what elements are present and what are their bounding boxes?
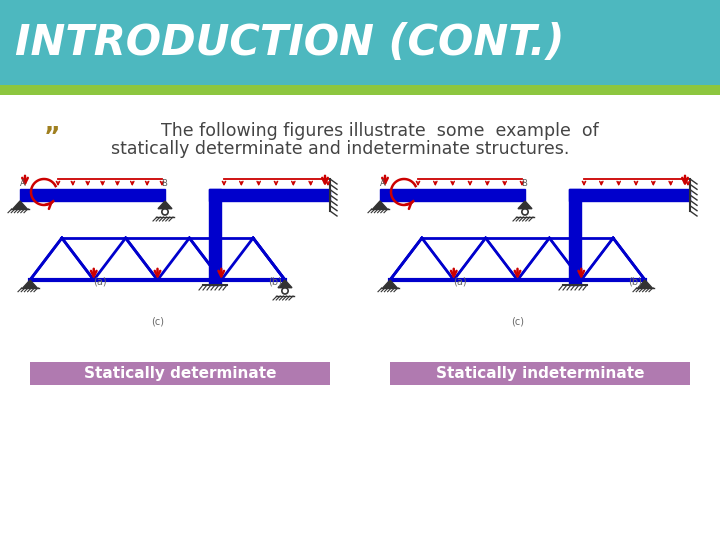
Text: Statically determinate: Statically determinate [84, 366, 276, 381]
Text: B: B [161, 179, 167, 188]
Text: (a): (a) [453, 277, 467, 287]
Text: (c): (c) [511, 317, 524, 327]
Bar [30, 362, 330, 385]
Polygon shape [569, 189, 690, 201]
Text: (a): (a) [93, 277, 107, 287]
Text: INTRODUCTION (CONT.): INTRODUCTION (CONT.) [15, 22, 564, 64]
Text: (b): (b) [268, 277, 282, 287]
Polygon shape [373, 201, 387, 208]
Bar [0, 0, 720, 85]
Polygon shape [20, 189, 165, 201]
Polygon shape [569, 189, 581, 285]
Polygon shape [518, 201, 532, 208]
Bar [0, 85, 720, 95]
Polygon shape [278, 280, 292, 288]
Text: B: B [521, 179, 527, 188]
Polygon shape [638, 280, 652, 288]
Polygon shape [209, 189, 330, 201]
Text: (c): (c) [151, 317, 164, 327]
Polygon shape [23, 280, 37, 288]
Text: A: A [20, 179, 26, 188]
Polygon shape [209, 189, 221, 285]
Text: ”: ” [44, 125, 60, 149]
Text: statically determinate and indeterminate structures.: statically determinate and indeterminate… [111, 140, 570, 158]
Text: The following figures illustrate  some  example  of: The following figures illustrate some ex… [161, 122, 599, 140]
Polygon shape [158, 201, 172, 208]
Text: A: A [380, 179, 386, 188]
Polygon shape [13, 201, 27, 208]
Bar [390, 362, 690, 385]
Polygon shape [380, 189, 525, 201]
Text: (b): (b) [628, 277, 642, 287]
Text: Statically indeterminate: Statically indeterminate [436, 366, 644, 381]
Polygon shape [383, 280, 397, 288]
